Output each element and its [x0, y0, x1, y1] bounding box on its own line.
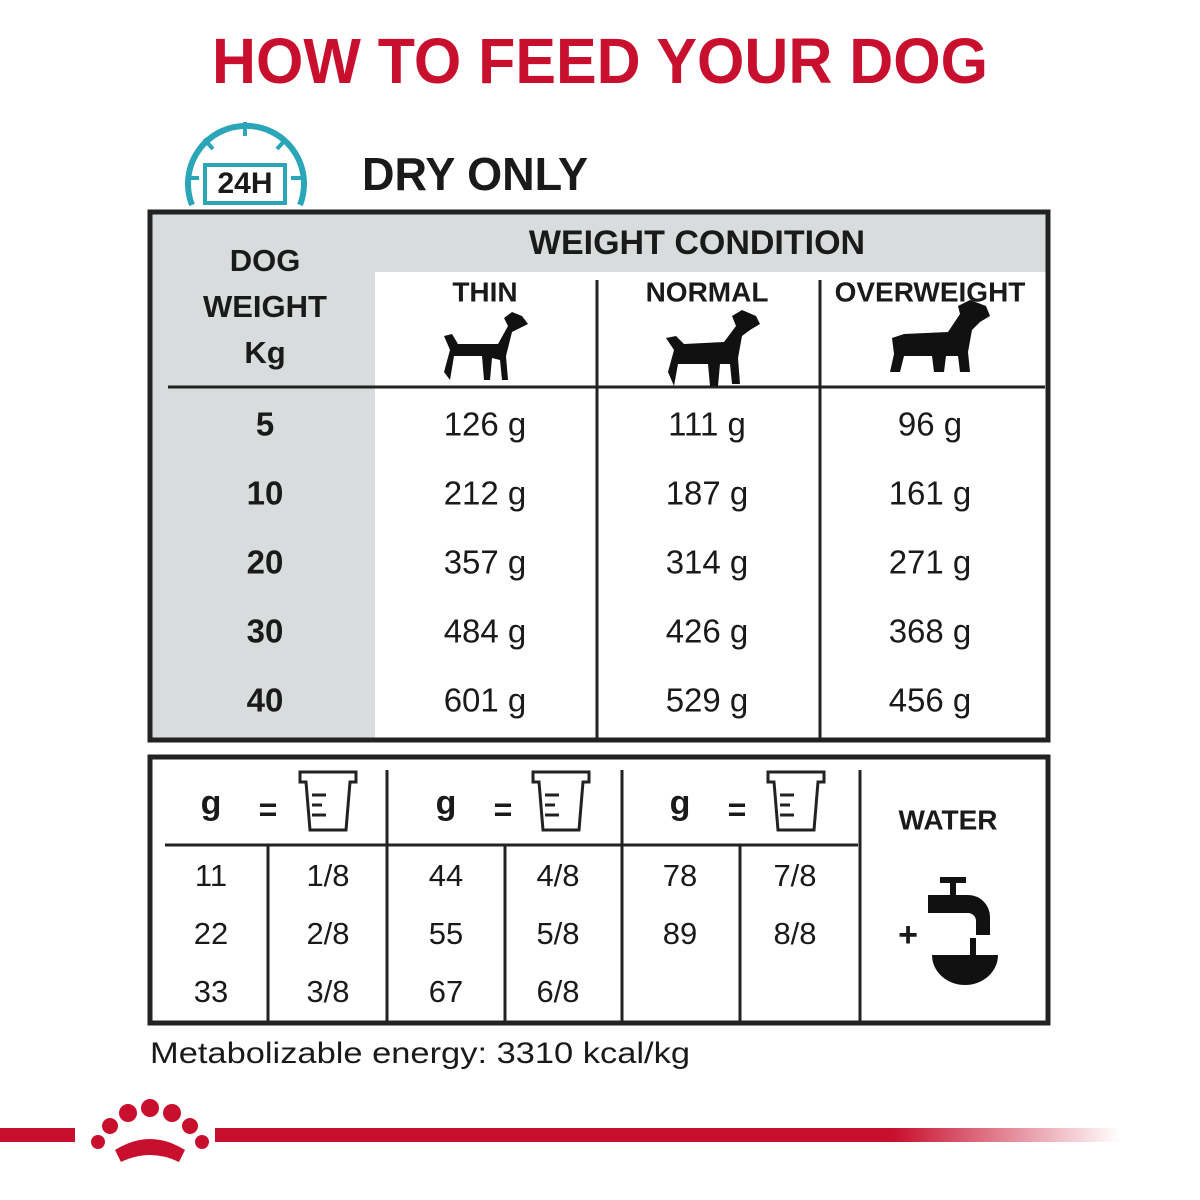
- ration: 314 g: [666, 544, 749, 581]
- cup-fraction: 5/8: [536, 916, 579, 951]
- energy-note: Metabolizable energy: 3310 kcal/kg: [150, 1037, 690, 1070]
- dog-weight: 5: [256, 406, 274, 443]
- badge: 24H: [217, 167, 272, 200]
- ration: 126 g: [444, 406, 527, 443]
- ration: 161 g: [889, 475, 972, 512]
- row-header: WEIGHT: [203, 289, 327, 324]
- dog-weight: 40: [247, 682, 284, 719]
- ration: 456 g: [889, 682, 972, 719]
- water-label: WATER: [898, 804, 997, 835]
- dog-weight: 30: [247, 613, 284, 650]
- grams: 67: [429, 974, 463, 1009]
- normal-dog-icon: [666, 310, 760, 386]
- clock-icon: [185, 122, 307, 207]
- grams: 11: [195, 858, 227, 893]
- row-header: Kg: [244, 335, 285, 370]
- conversion-box: [147, 754, 1051, 1026]
- cup-icons: [298, 770, 826, 832]
- group-header: WEIGHT CONDITION: [529, 224, 865, 262]
- equals-sign: =: [494, 791, 513, 827]
- ration: 484 g: [444, 613, 527, 650]
- plus-sign: +: [898, 916, 918, 954]
- dog-weight: 20: [247, 544, 284, 581]
- grams: 33: [194, 974, 228, 1009]
- column-header: THIN: [452, 276, 517, 307]
- subtitle: DRY ONLY: [362, 148, 588, 200]
- cup-fraction: 4/8: [536, 858, 579, 893]
- cup-fraction: 1/8: [306, 858, 349, 893]
- column-header: OVERWEIGHT: [835, 276, 1026, 307]
- unit-label: g: [201, 784, 222, 822]
- grams: 55: [429, 916, 463, 951]
- grams: 78: [663, 858, 697, 893]
- grams: 22: [194, 916, 228, 951]
- overweight-dog-icon: [890, 300, 990, 372]
- ration: 271 g: [889, 544, 972, 581]
- ration: 96 g: [898, 406, 962, 443]
- thin-dog-icon: [444, 312, 528, 380]
- column-header: NORMAL: [646, 276, 769, 307]
- ration: 357 g: [444, 544, 527, 581]
- equals-sign: =: [259, 791, 278, 827]
- ration: 601 g: [444, 682, 527, 719]
- feeding-table: [147, 209, 1051, 743]
- unit-label: g: [436, 784, 457, 822]
- water-icon: [928, 877, 998, 985]
- grams: 44: [429, 858, 463, 893]
- cup-fraction: 6/8: [536, 974, 579, 1009]
- ration: 368 g: [889, 613, 972, 650]
- cup-fraction: 2/8: [306, 916, 349, 951]
- equals-sign: =: [728, 791, 747, 827]
- ration: 187 g: [666, 475, 749, 512]
- ration: 212 g: [444, 475, 527, 512]
- brand-footer: [0, 1099, 1120, 1162]
- cup-fraction: 7/8: [773, 858, 816, 893]
- grams: 89: [663, 916, 697, 951]
- ration: 111 g: [668, 406, 746, 443]
- ration: 529 g: [666, 682, 749, 719]
- cup-fraction: 3/8: [306, 974, 349, 1009]
- row-header: DOG: [230, 243, 301, 278]
- dog-weight: 10: [247, 475, 284, 512]
- unit-label: g: [670, 784, 691, 822]
- cup-fraction: 8/8: [773, 916, 816, 951]
- title: HOW TO FEED YOUR DOG: [212, 25, 988, 97]
- ration: 426 g: [666, 613, 749, 650]
